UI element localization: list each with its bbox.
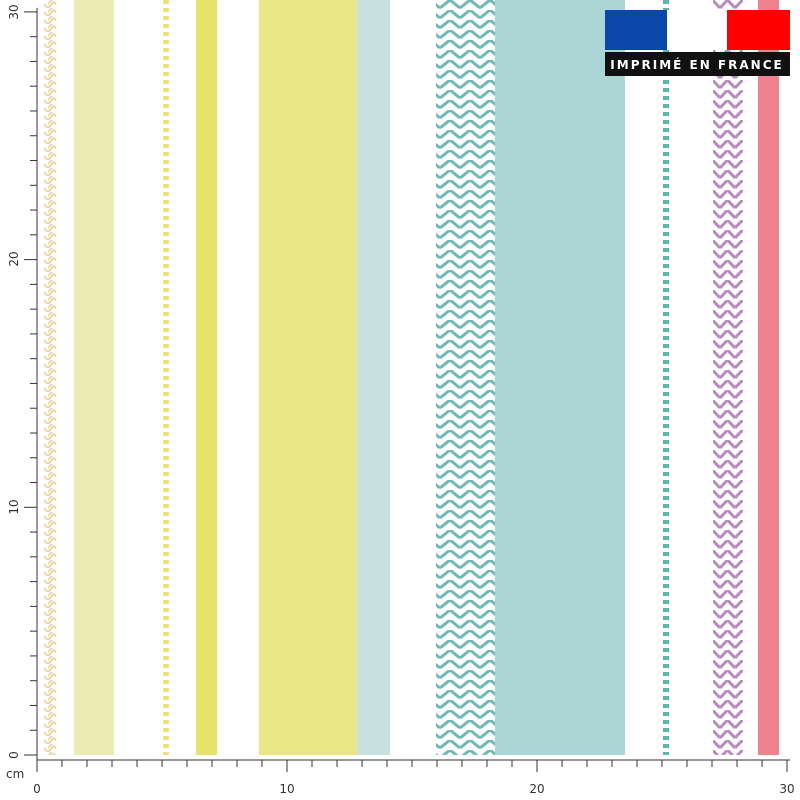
y-ruler-label: 30 [7,4,21,19]
ruler-unit: cm [6,767,24,781]
flag: IMPRIMÉ EN FRANCE [605,10,790,76]
x-ruler-label: 30 [779,782,794,796]
stripe [74,0,114,755]
stripe [495,0,625,755]
y-ruler-label: 10 [7,499,21,514]
flag-white [667,10,727,50]
stripes [44,0,779,755]
stripe [259,0,357,755]
stripe [663,0,669,755]
stripe [713,0,743,755]
x-ruler-label: 20 [529,782,544,796]
badge-text: IMPRIMÉ EN FRANCE [610,57,783,72]
flag-red [727,10,790,50]
stripe [44,0,56,755]
x-ruler-label: 10 [279,782,294,796]
y-ruler-label: 0 [7,751,21,759]
stripe [357,0,390,755]
rulers: cm 0 10 20 30 0 10 20 30 [6,4,795,796]
stripe [758,0,779,755]
stripe [163,0,169,755]
flag-blue [605,10,667,50]
stripe [196,0,217,755]
stripe [436,0,495,755]
y-ruler-label: 20 [7,251,21,266]
badge-bar [605,52,790,76]
x-ruler-label: 0 [33,782,41,796]
